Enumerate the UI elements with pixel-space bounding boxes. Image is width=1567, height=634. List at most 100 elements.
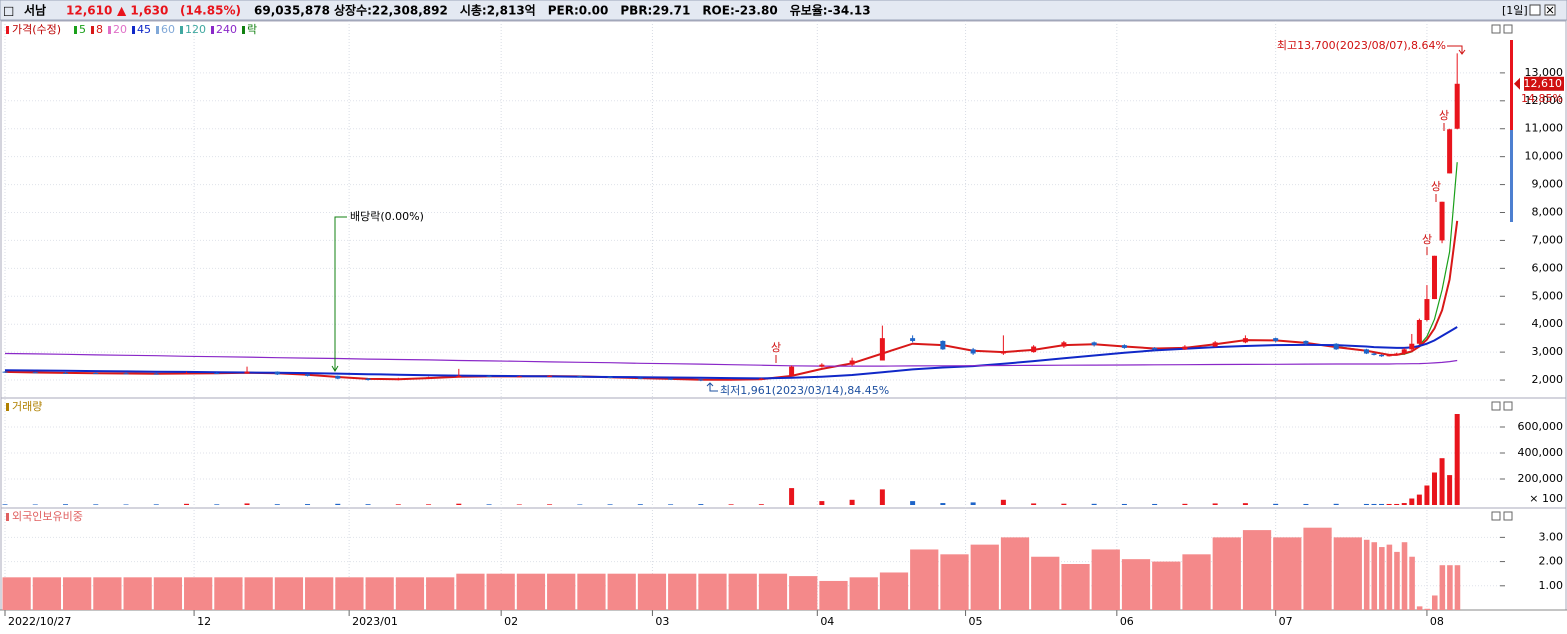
candle-body <box>577 375 583 377</box>
volume-bar <box>1454 414 1460 505</box>
foreign-bar <box>577 573 606 610</box>
maximize-button[interactable] <box>1529 4 1541 16</box>
x-tick-label: 04 <box>820 615 834 628</box>
checkbox[interactable]: □ <box>3 4 14 18</box>
volume-bar <box>728 504 734 505</box>
foreign-bar <box>486 573 515 610</box>
foreign-bar <box>1439 565 1446 610</box>
y-tick-label: 400,000 <box>1518 446 1564 459</box>
candle-body <box>1031 346 1037 353</box>
header-bar <box>0 0 1567 21</box>
foreign-bar <box>1363 539 1370 610</box>
candle-body <box>1212 342 1218 347</box>
candle-body <box>244 371 250 374</box>
volume-bar <box>637 504 643 505</box>
panel-label-marker <box>6 513 9 521</box>
foreign-bar <box>668 573 697 610</box>
candle-body <box>637 377 643 379</box>
legend-swatch <box>242 26 245 34</box>
foreign-bar <box>1031 556 1060 610</box>
foreign-bar <box>63 577 92 610</box>
foreign-bar <box>758 573 788 610</box>
foreign-bar <box>1447 565 1453 610</box>
period[interactable]: [1일] <box>1502 3 1528 17</box>
foreign-bar <box>1273 537 1302 610</box>
volume-bar <box>1031 503 1037 505</box>
y-tick-label: 6,000 <box>1532 261 1564 274</box>
x-tick-label: 05 <box>969 615 983 628</box>
candle-body <box>93 373 99 375</box>
foreign-bar <box>637 573 667 610</box>
volume-bar <box>1333 503 1339 505</box>
volume-bar <box>668 504 674 505</box>
moving-average <box>4 220 1459 381</box>
volume-bar <box>274 504 280 505</box>
foreign-bar <box>516 573 546 610</box>
candle-body <box>607 376 613 378</box>
low-annotation: 최저1,961(2023/03/14),84.45% <box>720 384 889 397</box>
limit-up-marker: 상 <box>1439 109 1449 122</box>
y-tick-label: 10,000 <box>1525 150 1564 163</box>
foreign-bar <box>1409 556 1415 610</box>
volume-bar <box>607 504 613 505</box>
panel-label: 외국인보유비중 <box>12 510 83 523</box>
price-panel <box>0 20 1567 399</box>
foreign-bar <box>1394 551 1400 610</box>
close-icon <box>1546 6 1554 14</box>
candle-body <box>32 372 38 374</box>
legend-label: 45 <box>137 23 151 36</box>
moving-average <box>4 326 1458 380</box>
foreign-bar <box>32 577 62 610</box>
candle-body <box>365 378 371 381</box>
x-tick-label: 2022/10/27 <box>8 615 71 628</box>
y-tick-label: 11,000 <box>1525 122 1564 135</box>
candle-body <box>274 371 280 375</box>
candle-body <box>214 373 220 375</box>
foreign-bar <box>426 577 455 610</box>
panel-label: 거래량 <box>12 400 42 413</box>
foreign-bar <box>1431 595 1438 610</box>
volume-bar <box>335 503 341 505</box>
volume-bar <box>758 504 764 505</box>
foreign-bar <box>1121 559 1151 610</box>
volume-bar <box>940 503 946 505</box>
foreign-bar <box>184 577 213 610</box>
y-tick-label: 3.00 <box>1539 530 1564 543</box>
volume-bar <box>1121 503 1127 505</box>
volume-bar <box>1409 498 1415 505</box>
candle-body <box>547 375 553 377</box>
panel-label-marker <box>6 403 9 411</box>
foreign-bar <box>1000 537 1030 610</box>
header-field: 유보율:-34.13 <box>790 4 871 18</box>
foreign-bar <box>607 573 636 610</box>
price-tag-pct: 14.85% <box>1521 92 1563 105</box>
foreign-bar <box>335 577 364 610</box>
foreign-bar <box>395 577 425 610</box>
candle-body <box>1152 347 1158 350</box>
panel-button <box>1503 401 1513 411</box>
foreign-bar <box>1454 565 1461 610</box>
volume-bar <box>819 501 825 505</box>
foreign-bar <box>274 577 304 610</box>
candle-body <box>1401 349 1407 354</box>
candle-body <box>668 378 674 380</box>
volume-bar <box>123 504 129 505</box>
foreign-bar <box>305 577 334 610</box>
price-profile-up <box>1510 40 1513 130</box>
foreign-bar <box>1212 537 1241 610</box>
panel-label-marker <box>6 26 9 34</box>
volume-bar <box>32 504 38 505</box>
candle-body <box>789 366 795 376</box>
price: 12,610 <box>66 4 112 18</box>
volume-bar <box>547 504 553 505</box>
candle-body <box>1182 346 1188 350</box>
volume: 69,035,878 <box>254 4 330 18</box>
volume-bar <box>849 499 855 505</box>
volume-bar <box>879 489 885 505</box>
legend-label: 60 <box>161 23 175 36</box>
candle-body <box>1363 349 1369 354</box>
price-profile-down <box>1510 130 1513 222</box>
volume-bar <box>93 504 99 505</box>
foreign-bar <box>1386 544 1393 610</box>
foreign-bar <box>1379 547 1385 610</box>
